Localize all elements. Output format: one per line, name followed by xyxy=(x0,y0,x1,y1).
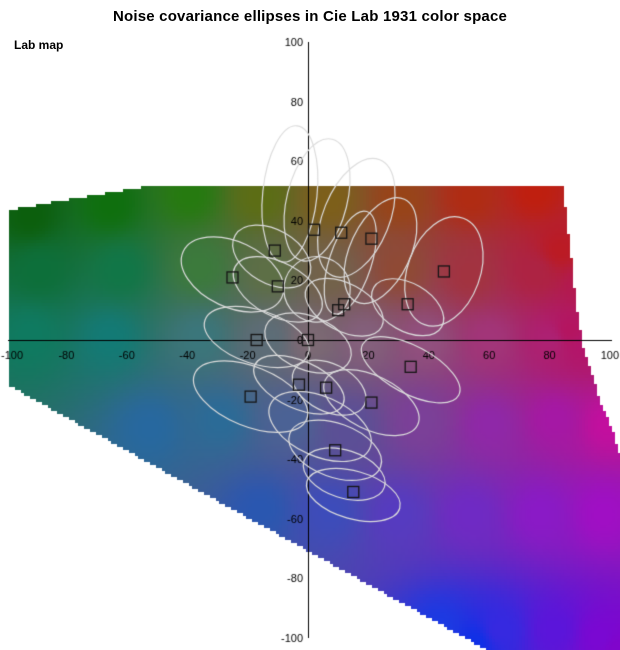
chart-title: Noise covariance ellipses in Cie Lab 193… xyxy=(112,8,508,25)
lab-map-label: Lab map xyxy=(14,38,64,52)
